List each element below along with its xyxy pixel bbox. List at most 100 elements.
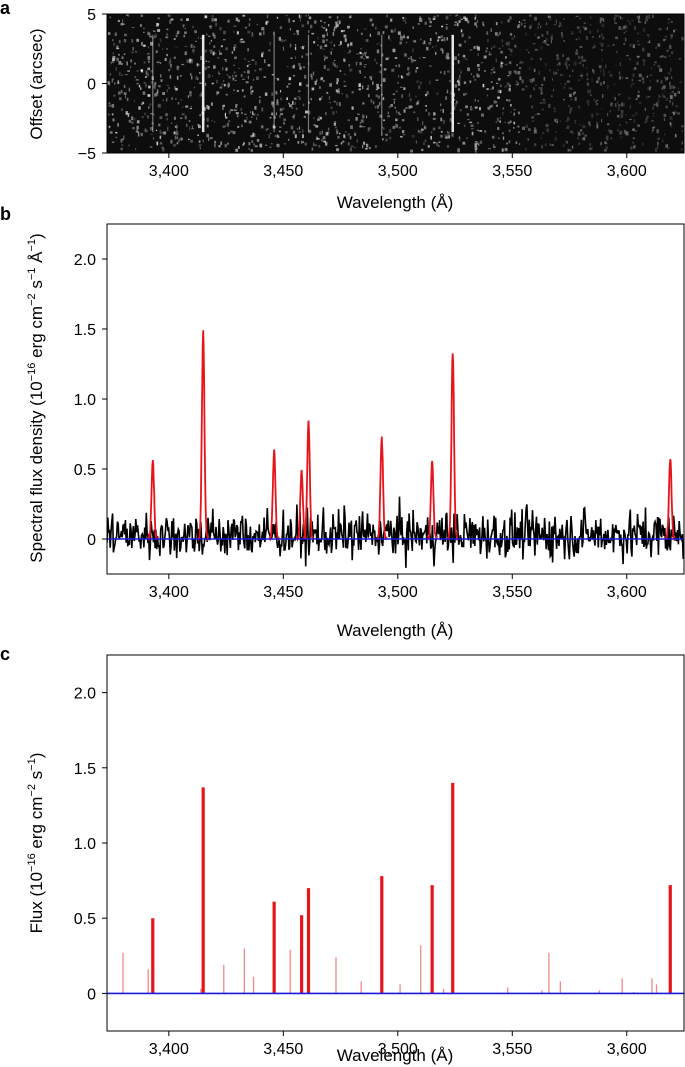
noise-speck — [399, 113, 401, 116]
noise-speck — [333, 121, 337, 125]
noise-speck — [513, 70, 517, 73]
noise-speck — [250, 149, 253, 152]
noise-speck — [121, 63, 123, 66]
noise-speck — [517, 25, 519, 29]
noise-speck — [437, 38, 440, 41]
noise-speck — [326, 39, 328, 42]
noise-speck — [635, 62, 639, 66]
noise-speck — [399, 41, 402, 45]
noise-speck — [152, 137, 154, 140]
noise-speck — [610, 137, 612, 140]
noise-speck — [671, 76, 673, 80]
noise-speck — [174, 125, 178, 128]
noise-speck — [165, 113, 168, 117]
noise-speck — [140, 103, 144, 105]
noise-speck — [251, 32, 253, 34]
noise-speck — [599, 17, 603, 21]
noise-speck — [228, 76, 231, 79]
noise-speck — [135, 129, 138, 133]
noise-speck — [388, 129, 392, 133]
noise-speck — [487, 106, 491, 110]
noise-speck — [176, 142, 179, 145]
noise-speck — [467, 20, 470, 24]
noise-speck — [433, 112, 436, 116]
noise-speck — [343, 134, 346, 138]
noise-speck — [623, 129, 627, 134]
noise-speck — [543, 76, 546, 81]
noise-speck — [528, 128, 531, 131]
noise-speck — [602, 23, 604, 28]
noise-speck — [379, 114, 383, 118]
noise-speck — [478, 143, 480, 146]
noise-speck — [621, 102, 625, 107]
noise-speck — [150, 41, 153, 46]
noise-speck — [521, 79, 524, 84]
noise-speck — [322, 80, 325, 82]
noise-speck — [359, 51, 362, 55]
noise-speck — [286, 97, 288, 100]
noise-speck — [413, 59, 417, 62]
noise-speck — [543, 40, 546, 42]
noise-speck — [555, 118, 559, 122]
noise-speck — [644, 107, 646, 111]
noise-speck — [269, 41, 271, 46]
noise-speck — [380, 44, 382, 47]
noise-speck — [672, 86, 676, 89]
noise-speck — [166, 53, 168, 57]
noise-speck — [586, 78, 589, 81]
noise-speck — [202, 139, 204, 143]
noise-speck — [661, 87, 664, 90]
noise-speck — [451, 133, 454, 136]
noise-speck — [405, 21, 407, 24]
noise-speck — [168, 60, 172, 65]
noise-speck — [513, 127, 515, 129]
noise-speck — [233, 89, 235, 91]
noise-speck — [293, 75, 296, 77]
noise-speck — [582, 26, 585, 29]
noise-speck — [187, 95, 189, 98]
noise-speck — [609, 130, 613, 134]
noise-speck — [648, 86, 652, 88]
noise-speck — [665, 144, 668, 148]
noise-speck — [518, 143, 521, 146]
noise-speck — [525, 32, 527, 36]
noise-speck — [490, 81, 493, 83]
noise-speck — [242, 14, 246, 17]
noise-speck — [184, 115, 187, 120]
noise-speck — [206, 134, 209, 138]
noise-speck — [589, 94, 592, 97]
noise-speck — [408, 105, 411, 109]
noise-speck — [600, 68, 602, 73]
noise-speck — [319, 86, 321, 89]
noise-speck — [459, 74, 461, 78]
noise-speck — [344, 38, 347, 43]
noise-speck — [564, 82, 567, 86]
noise-speck — [509, 16, 512, 20]
noise-speck — [563, 99, 565, 101]
noise-speck — [457, 23, 459, 27]
noise-speck — [553, 110, 557, 113]
noise-speck — [669, 95, 673, 99]
noise-speck — [248, 120, 252, 124]
noise-speck — [125, 111, 128, 115]
noise-speck — [112, 78, 114, 80]
noise-speck — [276, 99, 279, 103]
noise-speck — [123, 53, 126, 55]
noise-speck — [382, 97, 385, 101]
noise-speck — [182, 106, 184, 108]
noise-speck — [529, 94, 532, 98]
noise-speck — [293, 114, 296, 116]
noise-speck — [425, 109, 428, 112]
noise-speck — [570, 97, 572, 101]
noise-speck — [184, 46, 188, 48]
noise-speck — [214, 140, 217, 144]
noise-speck — [408, 93, 411, 97]
noise-speck — [550, 36, 553, 40]
noise-speck — [669, 46, 672, 49]
noise-speck — [220, 141, 222, 145]
noise-speck — [544, 62, 548, 67]
panel-b-ytick-label: 2.0 — [74, 252, 96, 269]
noise-speck — [145, 70, 148, 75]
emission-line-fit — [376, 436, 388, 540]
noise-speck — [620, 136, 623, 139]
